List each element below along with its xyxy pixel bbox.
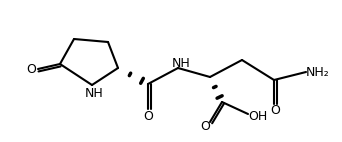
Text: OH: OH [248,110,268,124]
Text: O: O [270,105,280,117]
Text: NH₂: NH₂ [306,65,330,79]
Text: NH: NH [172,57,190,69]
Text: O: O [143,109,153,123]
Text: O: O [200,120,210,132]
Text: O: O [26,62,36,76]
Text: NH: NH [84,86,103,100]
